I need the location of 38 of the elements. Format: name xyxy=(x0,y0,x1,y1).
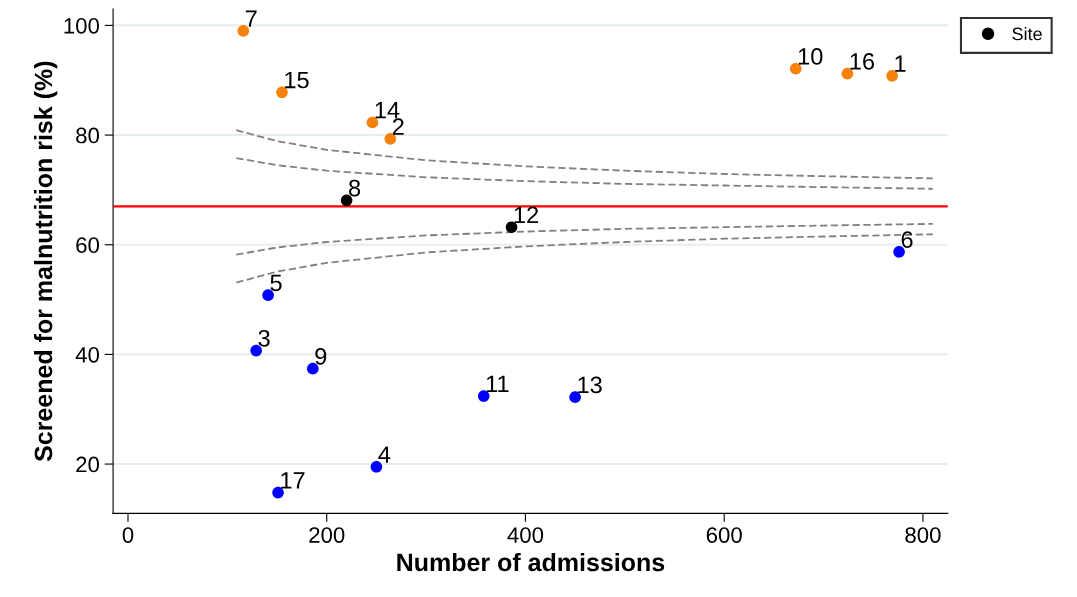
annotation: 11 xyxy=(486,375,509,392)
x-tick-label: 800 xyxy=(905,527,941,543)
annotation: 6 xyxy=(901,231,913,248)
y-tick-label: 60 xyxy=(76,237,100,254)
point xyxy=(384,133,397,145)
annotation: 2 xyxy=(392,118,404,135)
point xyxy=(893,246,905,258)
annotation: 4 xyxy=(378,446,391,463)
y-axis-title: Screened for malnutrition risk (%) xyxy=(33,61,58,462)
annotation: 3 xyxy=(258,329,270,347)
y-tick-label: 80 xyxy=(76,127,100,144)
x-tick-label: 400 xyxy=(507,527,544,543)
x-axis-title: Number of admissions xyxy=(397,552,665,572)
annotation: 8 xyxy=(349,179,361,197)
y-tick-label: 20 xyxy=(76,456,100,473)
y-tick-label: 100 xyxy=(64,17,100,34)
y-tick-label: 40 xyxy=(75,346,100,363)
point xyxy=(477,390,490,402)
x-tick-label: 0 xyxy=(122,527,134,543)
annotation: 16 xyxy=(850,53,875,70)
annotation: 17 xyxy=(281,472,305,489)
annotation: 5 xyxy=(270,274,282,292)
annotation: 15 xyxy=(285,71,309,89)
x-tick-label: 200 xyxy=(309,527,345,543)
point xyxy=(237,25,250,37)
x-tick-label: 600 xyxy=(706,527,742,543)
point xyxy=(370,461,383,473)
annotation: 14 xyxy=(375,102,400,119)
annotation: 10 xyxy=(798,48,823,65)
annotation: 13 xyxy=(578,376,602,394)
annotation: 12 xyxy=(514,206,539,224)
annotation: 9 xyxy=(315,348,327,365)
annotation: 7 xyxy=(245,10,257,27)
line-series xyxy=(235,222,934,256)
annotation: 1 xyxy=(895,55,906,72)
point xyxy=(505,221,518,233)
point xyxy=(886,70,898,82)
legend-label: Site xyxy=(1012,27,1042,41)
